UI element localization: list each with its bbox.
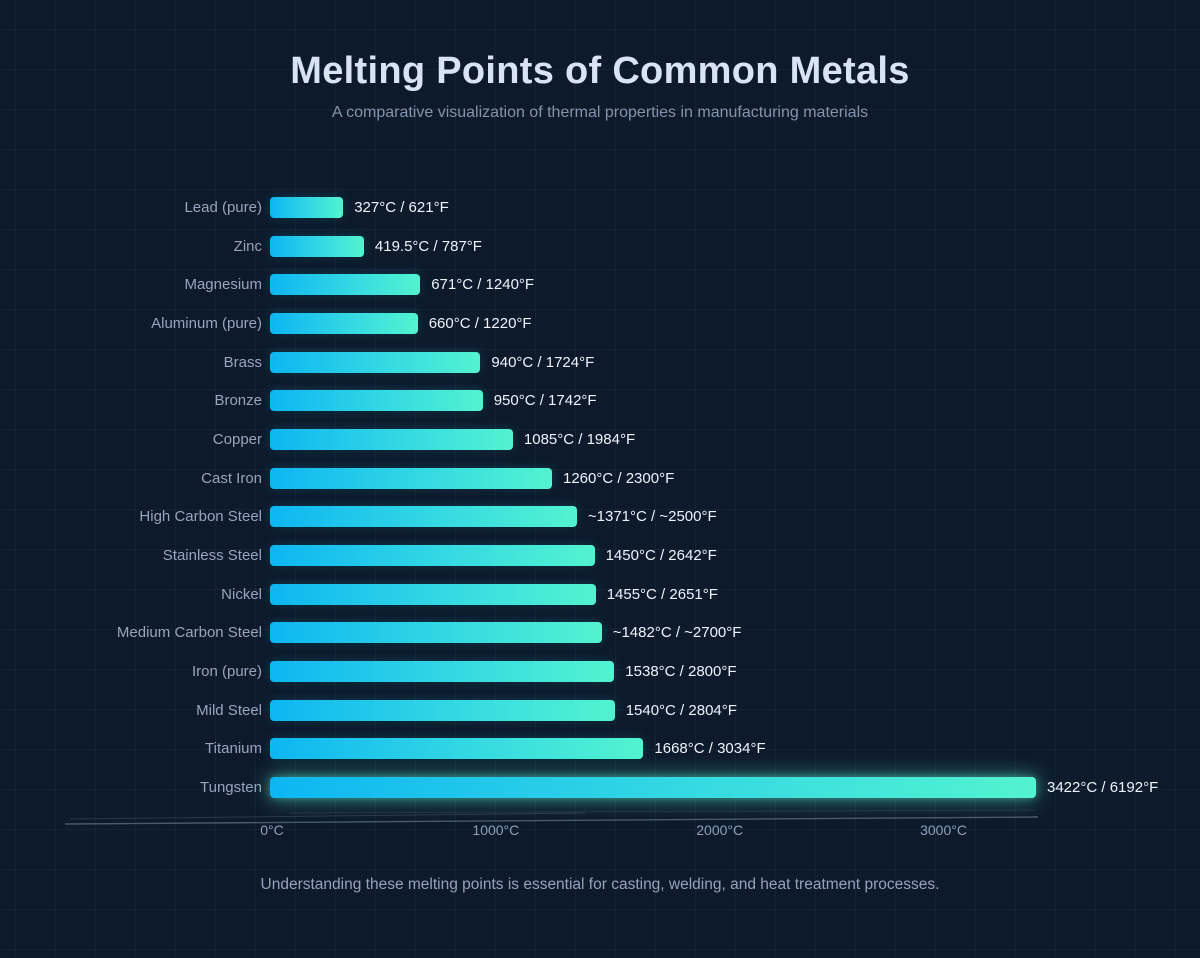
footer-note: Understanding these melting points is es…	[260, 876, 940, 893]
temperature-value-label: 1450°C / 2642°F	[605, 547, 717, 565]
melting-point-bar	[270, 583, 596, 605]
melting-point-bar	[270, 196, 344, 218]
temperature-value-label: 671°C / 1240°F	[431, 276, 535, 294]
temperature-value-label: ~1371°C / ~2500°F	[587, 508, 717, 526]
melting-point-bar	[270, 467, 552, 489]
metal-name-label: Nickel	[221, 585, 262, 603]
temperature-value-label: 419.5°C / 787°F	[374, 237, 482, 255]
chart-row: Magnesium 671°C / 1240°F	[0, 265, 1200, 304]
chart-row: Aluminum (pure) 660°C / 1220°F	[0, 304, 1200, 343]
temperature-value-label: 1455°C / 2651°F	[606, 585, 718, 603]
metal-name-label: Brass	[223, 353, 262, 371]
metal-name-label: Zinc	[233, 237, 262, 255]
metal-name-label: Mild Steel	[196, 701, 262, 719]
melting-point-bar	[270, 738, 644, 760]
melting-point-bar	[270, 351, 481, 373]
metal-name-label: Tungsten	[200, 779, 262, 797]
melting-point-bar	[270, 661, 615, 683]
temperature-value-label: 950°C / 1742°F	[493, 392, 597, 410]
metal-name-label: Iron (pure)	[191, 663, 262, 681]
melting-point-bar	[270, 428, 513, 450]
temperature-value-label: 660°C / 1220°F	[428, 314, 532, 332]
temperature-value-label: ~1482°C / ~2700°F	[612, 624, 742, 642]
temperature-value-label: 3422°C / 6192°F	[1047, 779, 1159, 797]
chart-row: Cast Iron 1260°C / 2300°F	[0, 459, 1200, 498]
melting-point-bar	[270, 699, 615, 721]
temperature-value-label: 1260°C / 2300°F	[563, 469, 675, 487]
chart-row: Bronze 950°C / 1742°F	[0, 381, 1200, 420]
x-axis-tick-label: 2000°C	[696, 822, 744, 838]
chart-row: Brass 940°C / 1724°F	[0, 343, 1200, 382]
chart-row: Stainless Steel 1450°C / 2642°F	[0, 536, 1200, 575]
temperature-value-label: 1085°C / 1984°F	[523, 430, 636, 448]
chart-row: High Carbon Steel ~1371°C / ~2500°F	[0, 498, 1200, 537]
melting-point-bar	[270, 622, 602, 644]
metal-name-label: Magnesium	[184, 276, 262, 294]
page-subtitle: A comparative visualization of thermal p…	[331, 104, 869, 121]
x-axis-line	[64, 809, 1039, 825]
chart-row: Mild Steel 1540°C / 2804°F	[0, 691, 1200, 730]
metal-name-label: Copper	[212, 430, 262, 448]
melting-point-bar	[270, 777, 1036, 799]
melting-point-bar	[270, 312, 418, 334]
temperature-value-label: 1538°C / 2800°F	[625, 663, 737, 681]
melting-point-bar	[270, 506, 577, 528]
temperature-value-label: 940°C / 1724°F	[491, 353, 595, 371]
metal-name-label: Aluminum (pure)	[151, 314, 262, 332]
x-axis-tick-label: 0°C	[260, 822, 284, 838]
page-title: Melting Points of Common Metals	[290, 50, 910, 92]
x-axis-tick-label: 3000°C	[920, 822, 967, 838]
metal-name-label: Lead (pure)	[184, 198, 262, 216]
melting-point-bar	[270, 274, 421, 296]
x-axis-tick-label: 1000°C	[472, 822, 520, 838]
chart-row: Tungsten 3422°C / 6192°F	[0, 768, 1200, 807]
chart-row: Medium Carbon Steel ~1482°C / ~2700°F	[0, 614, 1200, 653]
metal-name-label: Stainless Steel	[162, 547, 262, 565]
melting-point-bar	[270, 390, 483, 412]
chart-row: Copper 1085°C / 1984°F	[0, 420, 1200, 459]
metal-name-label: Medium Carbon Steel	[116, 624, 262, 642]
chart-row: Lead (pure) 327°C / 621°F	[0, 188, 1200, 227]
metal-name-label: Bronze	[214, 392, 262, 410]
metal-name-label: High Carbon Steel	[139, 508, 262, 526]
chart-row: Zinc 419.5°C / 787°F	[0, 227, 1200, 266]
temperature-value-label: 327°C / 621°F	[354, 198, 449, 216]
metal-name-label: Titanium	[205, 740, 262, 758]
metal-name-label: Cast Iron	[201, 469, 262, 487]
chart-row: Nickel 1455°C / 2651°F	[0, 575, 1200, 614]
melting-point-bar	[270, 235, 364, 257]
temperature-value-label: 1540°C / 2804°F	[625, 701, 737, 719]
chart-row: Titanium 1668°C / 3034°F	[0, 730, 1200, 769]
bar-chart: Lead (pure) 327°C / 621°F Zinc 419.5°C / 78…	[0, 188, 1200, 807]
chart-row: Iron (pure) 1538°C / 2800°F	[0, 652, 1200, 691]
melting-point-bar	[270, 545, 595, 567]
temperature-value-label: 1668°C / 3034°F	[654, 740, 766, 758]
